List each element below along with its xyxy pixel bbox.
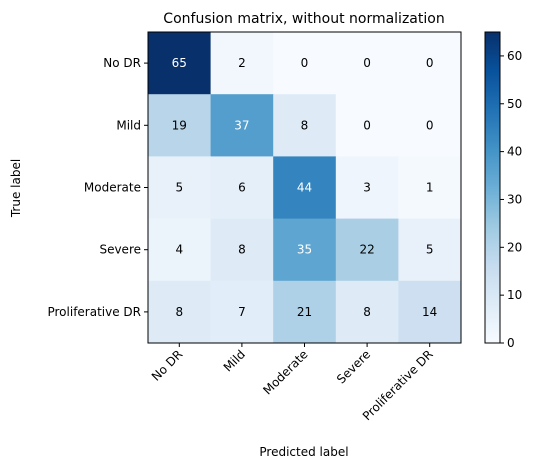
heatmap-cell [335,218,399,282]
cell-value-label: 8 [175,305,183,319]
colorbar-tick-label: 20 [507,240,522,254]
cell-value-label: 6 [238,181,246,195]
cell-value-label: 8 [238,243,246,257]
cell-value-label: 0 [426,56,434,70]
colorbar-tick-label: 50 [507,97,522,111]
cell-value-label: 5 [426,243,434,257]
cell-value-label: 44 [297,181,312,195]
cell-value-label: 21 [297,305,312,319]
cell-value-label: 35 [297,243,312,257]
cell-value-label: 7 [238,305,246,319]
cell-value-label: 19 [172,118,187,132]
colorbar-tick-label: 40 [507,145,522,159]
x-tick-label: Severe [334,347,373,386]
cell-value-label: 8 [363,305,371,319]
heatmap-cell [148,156,212,220]
heatmap-cell [335,280,399,344]
cell-value-label: 0 [363,118,371,132]
chart-title: Confusion matrix, without normalization [163,11,444,27]
heatmap-cell [273,156,337,220]
heatmap-cell [273,32,337,95]
heatmap-cell [148,32,212,95]
heatmap-cell [335,156,399,220]
cell-value-label: 65 [172,56,187,70]
cell-value-label: 4 [175,243,183,257]
cell-value-label: 14 [422,305,437,319]
x-tick-label: No DR [149,347,186,384]
y-tick-label: Severe [99,243,141,257]
cell-value-label: 0 [426,118,434,132]
cell-value-label: 5 [175,181,183,195]
heatmap-cell [398,94,462,157]
colorbar-tick-label: 0 [507,336,515,350]
colorbar-tick-label: 30 [507,192,522,206]
heatmap-cell [210,32,274,95]
y-tick-label: Mild [116,118,141,132]
heatmap-cell [398,218,462,282]
colorbar [484,31,501,344]
heatmap-cell [148,94,212,157]
y-tick-label: Moderate [84,181,141,195]
heatmap-cell [335,32,399,95]
y-tick-label: Proliferative DR [47,305,141,319]
colorbar-tick-label: 60 [507,49,522,63]
y-axis-title: True label [9,159,23,218]
colorbar-ticks: 0 10 20 30 40 50 60 [500,49,522,350]
heatmap-cell [273,218,337,282]
cell-value-label: 3 [363,181,371,195]
colorbar-tick-label: 10 [507,288,522,302]
cell-value-label: 1 [426,181,434,195]
heatmap-cell [398,156,462,220]
heatmap-cell [210,280,274,344]
y-tick-label: No DR [103,56,141,70]
x-axis-title: Predicted label [259,445,348,459]
cell-value-label: 22 [359,243,374,257]
x-tick-label: Moderate [260,347,310,397]
heatmap-cell [210,156,274,220]
heatmap-matrix: 65 2 0 0 019 37 8 0 05 6 44 3 14 8 35 22 58 7 21 8 14 [148,32,462,344]
cell-value-label: 37 [234,118,249,132]
heatmap-cell [335,94,399,157]
heatmap-cell [148,218,212,282]
cell-value-label: 8 [301,118,309,132]
y-axis-ticks: No DR Mild Moderate Severe Proliferative DR [47,56,148,319]
heatmap-cell [273,94,337,157]
x-tick-label: Mild [221,347,248,374]
cell-value-label: 0 [363,56,371,70]
heatmap-cell [148,280,212,344]
heatmap-cell [398,280,462,344]
cell-value-label: 2 [238,56,246,70]
heatmap-cell [210,218,274,282]
heatmap-cell [273,280,337,344]
heatmap-cell [210,94,274,157]
cell-value-label: 0 [301,56,309,70]
heatmap-cell [398,32,462,95]
